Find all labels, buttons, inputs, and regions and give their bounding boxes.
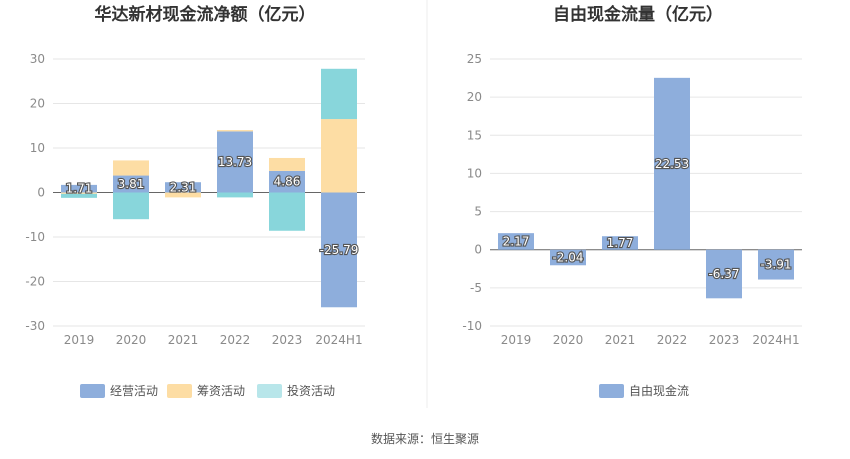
bar-投资活动-2022 (217, 192, 253, 198)
y-tick-label: -30 (25, 319, 45, 333)
bar-投资活动-2019 (61, 193, 97, 198)
bar-筹资活动-2022 (217, 130, 253, 132)
bar-自由现金流-2019 (498, 233, 534, 250)
x-tick-label: 2021 (605, 333, 636, 347)
y-tick-label: 15 (467, 128, 482, 142)
data-label: -2.04 (552, 250, 583, 264)
y-tick-label: 25 (467, 52, 482, 66)
y-tick-label: -10 (25, 230, 45, 244)
y-tick-label: 0 (474, 243, 482, 257)
legend-label: 经营活动 (110, 384, 158, 398)
x-tick-label: 2024H1 (315, 333, 362, 347)
data-label: 4.86 (274, 175, 301, 189)
left-chart-plot: 30 20 10 0 -10 -20 -30 2019 2020 2021 2022 2023 2024… (25, 52, 365, 398)
bar-自由现金流-2021 (602, 236, 638, 250)
y-tick-label: 0 (37, 186, 45, 200)
data-label: -6.37 (708, 267, 739, 281)
y-tick-label: -10 (462, 319, 482, 333)
bar-经营活动-2021 (165, 182, 201, 193)
bar-筹资活动-2019 (61, 192, 97, 194)
y-tick-label: 10 (30, 141, 45, 155)
legend-label: 投资活动 (287, 383, 335, 398)
x-tick-label: 2021 (168, 333, 199, 347)
data-label: 2.17 (503, 234, 530, 248)
y-tick-label: 20 (467, 90, 482, 104)
bar-经营活动-2024H1 (321, 192, 357, 308)
data-label: 1.77 (607, 236, 634, 250)
x-tick-label: 2024H1 (752, 333, 799, 347)
bar-投资活动-2023 (269, 192, 305, 231)
y-tick-label: -20 (25, 275, 45, 289)
data-label: 1.71 (66, 182, 93, 196)
data-label: 2.31 (170, 180, 197, 194)
y-tick-label: 10 (467, 166, 482, 180)
x-tick-label: 2020 (116, 333, 147, 347)
bar-经营活动-2023 (269, 170, 305, 193)
legend-label: 筹资活动 (197, 384, 245, 398)
bar-自由现金流-2022 (654, 77, 690, 250)
data-label: -25.79 (320, 243, 359, 257)
y-tick-label: -5 (470, 281, 482, 295)
x-tick-label: 2023 (272, 333, 303, 347)
legend-swatch (167, 384, 192, 398)
x-tick-label: 2019 (64, 333, 95, 347)
x-tick-label: 2023 (709, 333, 740, 347)
x-tick-label: 2020 (553, 333, 584, 347)
bar-经营活动-2019 (61, 184, 97, 193)
x-tick-label: 2019 (501, 333, 532, 347)
bar-筹资活动-2021 (165, 192, 201, 198)
bar-投资活动-2024H1 (321, 68, 357, 120)
legend-swatch (599, 384, 624, 398)
x-tick-label: 2022 (220, 333, 251, 347)
bar-筹资活动-2023 (269, 157, 305, 171)
y-tick-label: 30 (30, 52, 45, 66)
x-tick-label: 2022 (657, 333, 688, 347)
bar-经营活动-2022 (217, 131, 253, 193)
legend-label: 自由现金流 (629, 383, 689, 398)
y-tick-label: 5 (474, 205, 482, 219)
data-source-note: 数据来源：恒生聚源 (371, 431, 479, 446)
right-chart-title: 自由现金流量（亿元） (553, 4, 723, 25)
bar-筹资活动-2024H1 (321, 119, 357, 193)
bar-经营活动-2020 (113, 175, 149, 193)
bar-投资活动-2020 (113, 192, 149, 220)
y-tick-label: 20 (30, 97, 45, 111)
bar-自由现金流-2023 (706, 249, 742, 299)
legend-swatch (80, 384, 105, 398)
data-label: 13.73 (218, 155, 252, 169)
data-label: -3.91 (760, 258, 791, 272)
left-chart-title: 华达新材现金流净额（亿元） (95, 4, 316, 25)
data-label: 3.81 (118, 177, 145, 191)
bar-自由现金流-2024H1 (758, 249, 794, 280)
bar-筹资活动-2020 (113, 160, 149, 176)
data-label: 22.53 (655, 157, 689, 171)
right-chart-plot: 25 20 15 10 5 0 -5 -10 2019 2020 2021 2022 2023 2024H… (462, 52, 802, 398)
legend-swatch (257, 384, 282, 398)
bar-自由现金流-2020 (550, 249, 586, 266)
